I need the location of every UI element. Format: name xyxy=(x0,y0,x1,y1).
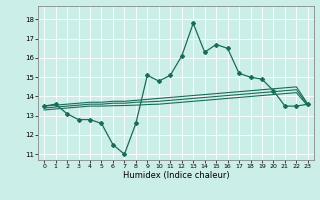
X-axis label: Humidex (Indice chaleur): Humidex (Indice chaleur) xyxy=(123,171,229,180)
